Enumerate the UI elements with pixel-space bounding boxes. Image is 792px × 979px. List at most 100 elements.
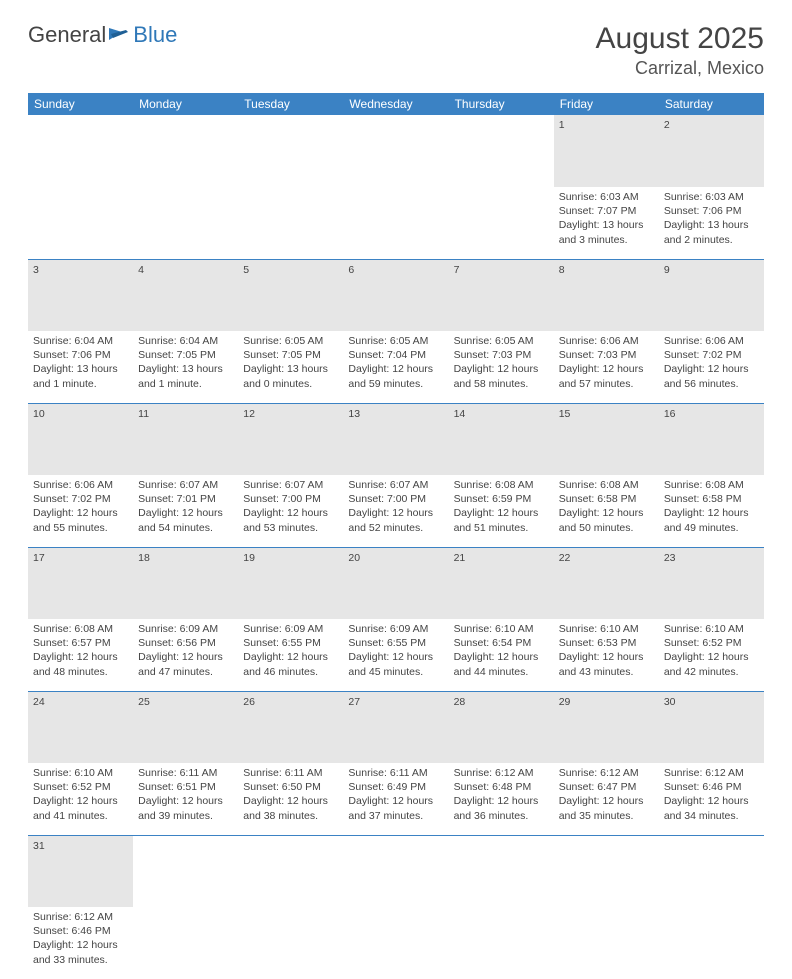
day-detail-cell: Sunrise: 6:12 AMSunset: 6:48 PMDaylight:… [449,763,554,835]
day-number-cell [238,115,343,187]
sunrise-line: Sunrise: 6:10 AM [454,622,549,636]
day-detail-cell: Sunrise: 6:08 AMSunset: 6:58 PMDaylight:… [554,475,659,547]
location-subtitle: Carrizal, Mexico [596,58,764,79]
sunrise-line: Sunrise: 6:09 AM [243,622,338,636]
daylight-line-1: Daylight: 12 hours [33,506,128,520]
daylight-line-1: Daylight: 13 hours [664,218,759,232]
weekday-header: Friday [554,93,659,115]
sunrise-line: Sunrise: 6:04 AM [138,334,233,348]
daylight-line-2: and 45 minutes. [348,665,443,679]
daylight-line-1: Daylight: 12 hours [664,794,759,808]
day-detail-cell: Sunrise: 6:05 AMSunset: 7:03 PMDaylight:… [449,331,554,403]
daylight-line-1: Daylight: 12 hours [33,794,128,808]
day-number-cell: 5 [238,259,343,331]
daylight-line-1: Daylight: 12 hours [559,650,654,664]
day-number-cell: 24 [28,691,133,763]
day-detail-cell: Sunrise: 6:10 AMSunset: 6:53 PMDaylight:… [554,619,659,691]
day-detail-cell [449,187,554,259]
day-number-cell [28,115,133,187]
day-detail-cell: Sunrise: 6:11 AMSunset: 6:51 PMDaylight:… [133,763,238,835]
daylight-line-1: Daylight: 12 hours [33,650,128,664]
daylight-line-2: and 0 minutes. [243,377,338,391]
day-detail-cell: Sunrise: 6:08 AMSunset: 6:58 PMDaylight:… [659,475,764,547]
sunset-line: Sunset: 7:06 PM [33,348,128,362]
day-number-cell: 12 [238,403,343,475]
day-number-cell [449,835,554,907]
sunset-line: Sunset: 6:57 PM [33,636,128,650]
sunrise-line: Sunrise: 6:04 AM [33,334,128,348]
daylight-line-2: and 59 minutes. [348,377,443,391]
weekday-header: Wednesday [343,93,448,115]
sunrise-line: Sunrise: 6:12 AM [559,766,654,780]
sunset-line: Sunset: 6:47 PM [559,780,654,794]
sunrise-line: Sunrise: 6:10 AM [664,622,759,636]
sunset-line: Sunset: 6:50 PM [243,780,338,794]
sunset-line: Sunset: 6:48 PM [454,780,549,794]
sunset-line: Sunset: 7:03 PM [559,348,654,362]
daylight-line-2: and 39 minutes. [138,809,233,823]
daylight-line-2: and 36 minutes. [454,809,549,823]
daylight-line-1: Daylight: 12 hours [559,506,654,520]
daylight-line-2: and 3 minutes. [559,233,654,247]
daylight-line-1: Daylight: 13 hours [559,218,654,232]
sunset-line: Sunset: 6:56 PM [138,636,233,650]
day-number-cell: 19 [238,547,343,619]
daylight-line-1: Daylight: 12 hours [454,506,549,520]
day-number-cell [343,115,448,187]
sunset-line: Sunset: 7:00 PM [243,492,338,506]
brand-logo: General Blue [28,22,177,48]
day-detail-cell: Sunrise: 6:06 AMSunset: 7:03 PMDaylight:… [554,331,659,403]
weekday-header: Monday [133,93,238,115]
day-detail-cell: Sunrise: 6:10 AMSunset: 6:52 PMDaylight:… [659,619,764,691]
sunrise-line: Sunrise: 6:11 AM [243,766,338,780]
daylight-line-1: Daylight: 12 hours [33,938,128,952]
daylight-line-1: Daylight: 12 hours [664,362,759,376]
day-detail-cell [133,187,238,259]
daylight-line-2: and 37 minutes. [348,809,443,823]
daylight-line-1: Daylight: 12 hours [348,650,443,664]
daylight-line-2: and 35 minutes. [559,809,654,823]
day-detail-cell [28,187,133,259]
daylight-line-2: and 44 minutes. [454,665,549,679]
daylight-line-1: Daylight: 12 hours [348,794,443,808]
weekday-header: Saturday [659,93,764,115]
daylight-line-2: and 54 minutes. [138,521,233,535]
sunset-line: Sunset: 7:02 PM [33,492,128,506]
daylight-line-2: and 55 minutes. [33,521,128,535]
day-detail-cell: Sunrise: 6:04 AMSunset: 7:05 PMDaylight:… [133,331,238,403]
day-number-cell: 8 [554,259,659,331]
sunrise-line: Sunrise: 6:06 AM [664,334,759,348]
day-detail-cell [659,907,764,979]
sunset-line: Sunset: 6:49 PM [348,780,443,794]
sunset-line: Sunset: 6:55 PM [348,636,443,650]
daylight-line-2: and 58 minutes. [454,377,549,391]
day-detail-cell: Sunrise: 6:05 AMSunset: 7:04 PMDaylight:… [343,331,448,403]
day-number-cell [554,835,659,907]
day-number-cell: 27 [343,691,448,763]
day-number-cell [238,835,343,907]
day-detail-cell: Sunrise: 6:09 AMSunset: 6:56 PMDaylight:… [133,619,238,691]
sunrise-line: Sunrise: 6:03 AM [664,190,759,204]
brand-text-2: Blue [133,22,177,48]
daylight-line-2: and 48 minutes. [33,665,128,679]
sunrise-line: Sunrise: 6:06 AM [559,334,654,348]
sunrise-line: Sunrise: 6:05 AM [348,334,443,348]
daylight-line-2: and 1 minute. [33,377,128,391]
day-detail-cell: Sunrise: 6:08 AMSunset: 6:57 PMDaylight:… [28,619,133,691]
daylight-line-1: Daylight: 12 hours [138,794,233,808]
daylight-line-1: Daylight: 12 hours [559,362,654,376]
daylight-line-1: Daylight: 12 hours [454,794,549,808]
daylight-line-1: Daylight: 12 hours [454,650,549,664]
daylight-line-1: Daylight: 12 hours [348,506,443,520]
sunrise-line: Sunrise: 6:08 AM [559,478,654,492]
day-detail-cell [133,907,238,979]
daylight-line-1: Daylight: 12 hours [138,506,233,520]
day-detail-cell: Sunrise: 6:11 AMSunset: 6:49 PMDaylight:… [343,763,448,835]
sunrise-line: Sunrise: 6:08 AM [664,478,759,492]
sunrise-line: Sunrise: 6:12 AM [454,766,549,780]
sunset-line: Sunset: 6:46 PM [33,924,128,938]
day-number-cell: 22 [554,547,659,619]
sunset-line: Sunset: 7:02 PM [664,348,759,362]
day-number-cell: 15 [554,403,659,475]
sunset-line: Sunset: 7:04 PM [348,348,443,362]
